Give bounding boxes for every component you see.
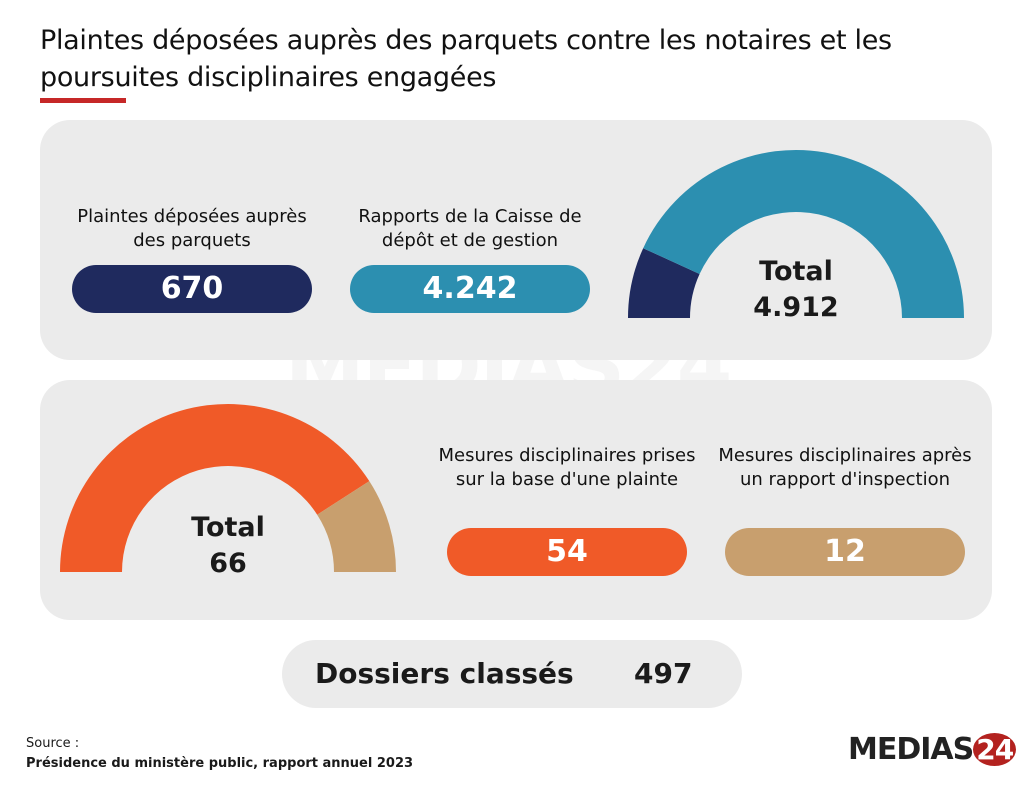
source-text: Présidence du ministère public, rapport … [26, 756, 414, 771]
label-rapports-cdg: Rapports de la Caisse de dépôt et de ges… [358, 206, 582, 251]
gauge-segment [643, 150, 964, 318]
value-mesures-plainte: 54 [447, 528, 687, 576]
label-mesures-plainte: Mesures disciplinaires prises sur la bas… [438, 445, 696, 490]
gauge-total-label: Total [759, 256, 833, 287]
value-mesures-inspection: 12 [725, 528, 965, 576]
dossiers-label: Dossiers classés [315, 657, 574, 690]
value-plaintes: 670 [72, 265, 312, 313]
source: Source : Présidence du ministère public,… [26, 734, 413, 774]
gauge-total-disciplinary [60, 404, 396, 572]
gauge-segment [317, 481, 396, 572]
gauge-total-label: Total [191, 512, 265, 543]
page-title: Plaintes déposées auprès des parquets co… [40, 25, 892, 93]
value-rapports-cdg: 4.242 [350, 265, 590, 313]
gauge-total-value: 66 [209, 548, 247, 579]
medias24-logo: MEDIAS 24 [848, 732, 1017, 767]
dossiers-value: 497 [634, 657, 693, 690]
gauge-total-value: 4.912 [753, 292, 839, 323]
title-underline [40, 98, 126, 103]
gauge-segment [60, 404, 370, 572]
gauge-total-complaints [628, 150, 964, 318]
gauge-segment [628, 248, 700, 318]
source-label: Source : [26, 736, 80, 751]
label-mesures-inspection: Mesures disciplinaires après un rapport … [718, 445, 972, 490]
label-plaintes: Plaintes déposées auprès des parquets [77, 206, 307, 251]
dossiers-classes-box: Dossiers classés 497 [282, 640, 742, 708]
